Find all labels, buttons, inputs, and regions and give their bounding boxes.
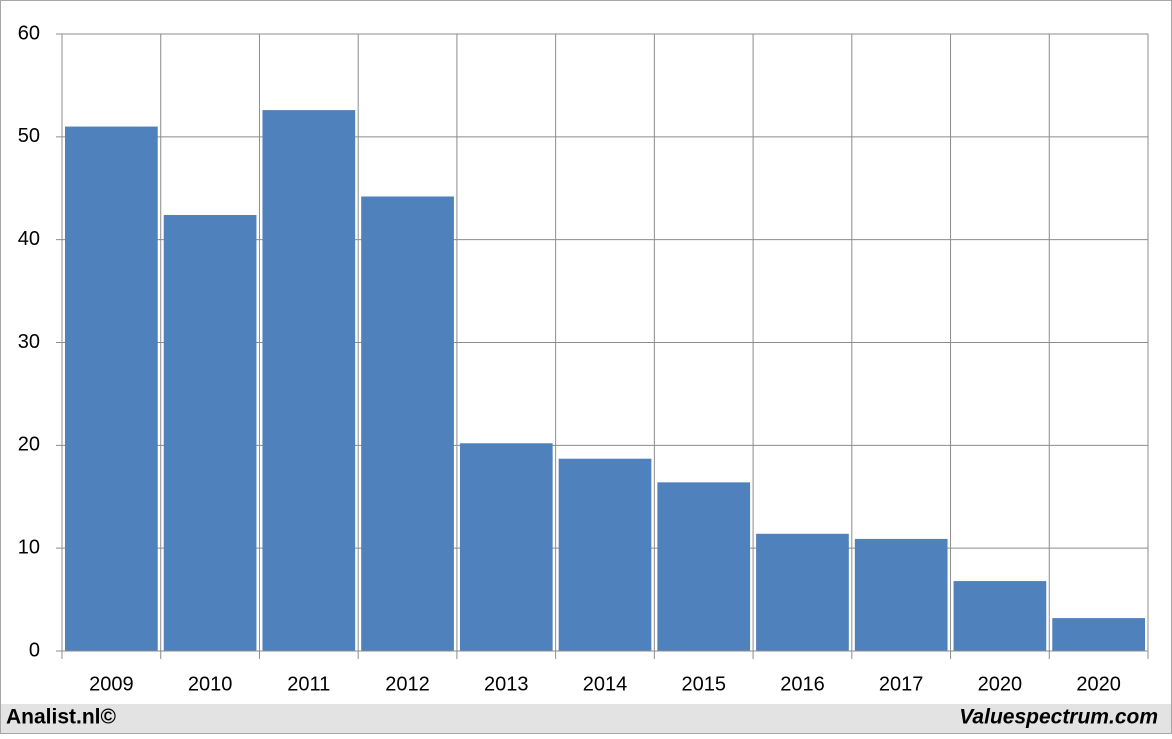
bar: [459, 443, 553, 651]
x-tick-label: 2017: [879, 673, 924, 695]
y-tick-label: 40: [18, 228, 40, 250]
x-tick-label: 2020: [978, 673, 1023, 695]
x-tick-label: 2012: [385, 673, 430, 695]
y-tick-label: 30: [18, 331, 40, 353]
bar: [854, 538, 948, 651]
credit-right: Valuespectrum.com: [959, 706, 1158, 729]
bar: [756, 533, 849, 651]
y-tick-label: 60: [18, 22, 40, 44]
bar: [163, 214, 257, 651]
footer-band: [1, 704, 1171, 733]
x-tick-label: 2020: [1076, 673, 1121, 695]
x-tick-label: 2016: [780, 673, 825, 695]
x-tick-label: 2010: [188, 673, 233, 695]
y-tick-label: 10: [18, 536, 40, 558]
bar: [65, 126, 158, 652]
credit-left: Analist.nl©: [6, 706, 117, 729]
x-tick-label: 2011: [287, 673, 330, 695]
x-tick-label: 2009: [89, 673, 134, 695]
bar: [657, 482, 751, 651]
x-tick-label: 2015: [681, 673, 726, 695]
y-tick-label: 20: [18, 434, 40, 456]
y-tick-label: 50: [18, 125, 40, 147]
bar: [558, 458, 652, 651]
x-tick-label: 2014: [583, 673, 628, 695]
bar: [262, 110, 356, 651]
y-tick-label: 0: [29, 639, 40, 661]
bar: [361, 196, 454, 651]
bar: [953, 581, 1047, 651]
x-tick-label: 2013: [484, 673, 529, 695]
bar: [1052, 618, 1145, 651]
